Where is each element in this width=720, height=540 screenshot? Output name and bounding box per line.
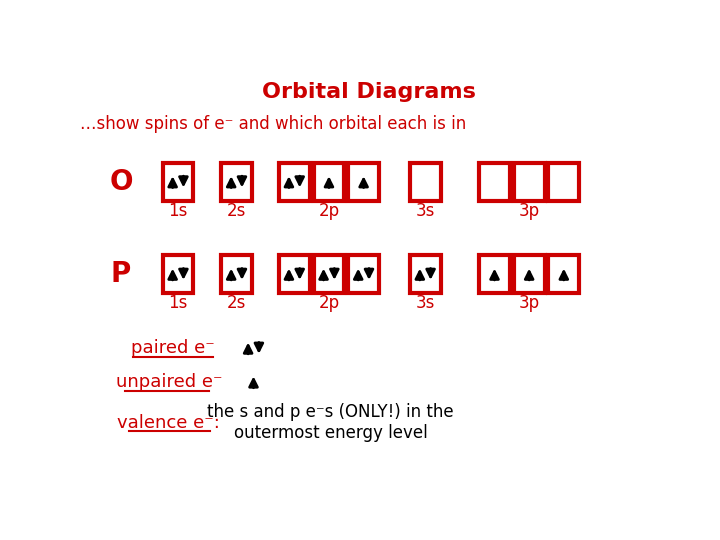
Bar	[479, 255, 510, 294]
Bar	[348, 255, 379, 294]
Text: 2s: 2s	[227, 294, 246, 313]
Text: unpaired e⁻: unpaired e⁻	[115, 373, 222, 391]
Bar	[410, 163, 441, 201]
Text: 3s: 3s	[415, 294, 435, 313]
Text: the s and p e⁻s (ONLY!) in the
outermost energy level: the s and p e⁻s (ONLY!) in the outermost…	[207, 403, 454, 442]
Text: O: O	[109, 168, 132, 196]
Text: 2p: 2p	[318, 294, 340, 313]
Bar	[549, 163, 579, 201]
Text: paired e⁻: paired e⁻	[131, 339, 215, 357]
Text: P: P	[111, 260, 131, 288]
Bar	[314, 255, 344, 294]
Text: 1s: 1s	[168, 294, 188, 313]
Bar	[549, 255, 579, 294]
Text: 1s: 1s	[168, 202, 188, 220]
Bar	[279, 163, 310, 201]
Text: 3s: 3s	[415, 202, 435, 220]
Text: 2s: 2s	[227, 202, 246, 220]
Text: 3p: 3p	[518, 202, 540, 220]
Bar	[221, 163, 252, 201]
Bar	[348, 163, 379, 201]
Bar	[221, 255, 252, 294]
Text: valence e⁻:: valence e⁻:	[117, 414, 220, 432]
Text: Orbital Diagrams: Orbital Diagrams	[262, 82, 476, 102]
Bar	[163, 163, 194, 201]
Bar	[514, 163, 544, 201]
Bar	[514, 255, 544, 294]
Bar	[410, 255, 441, 294]
Text: 2p: 2p	[318, 202, 340, 220]
Bar	[163, 255, 194, 294]
Bar	[314, 163, 344, 201]
Bar	[479, 163, 510, 201]
Text: 3p: 3p	[518, 294, 540, 313]
Bar	[279, 255, 310, 294]
Text: …show spins of e⁻ and which orbital each is in: …show spins of e⁻ and which orbital each…	[80, 115, 466, 133]
